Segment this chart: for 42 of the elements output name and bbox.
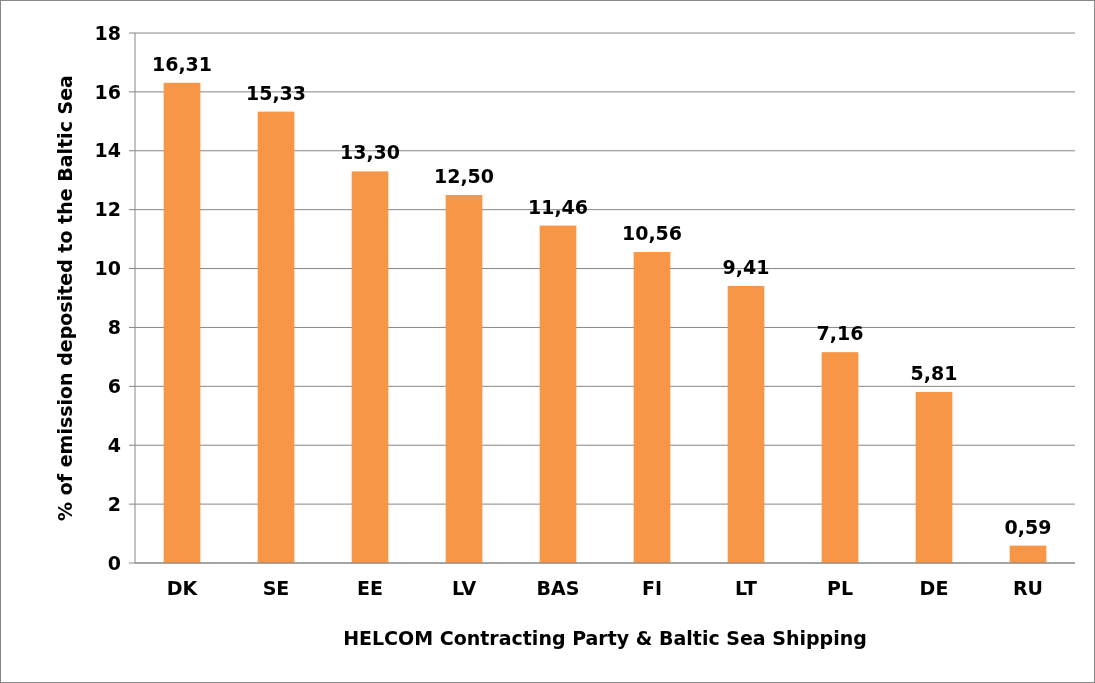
data-label: 10,56	[621, 222, 683, 245]
x-tick-label: RU	[1012, 577, 1044, 599]
bar	[445, 194, 483, 563]
data-label: 12,50	[433, 164, 495, 187]
y-tick-label: 6	[107, 374, 121, 397]
bar	[821, 352, 859, 563]
y-tick-label: 10	[94, 257, 121, 280]
data-label: 5,81	[910, 361, 958, 384]
x-tick-label: SE	[262, 577, 290, 599]
y-tick-label: 12	[94, 198, 121, 221]
x-axis-title: HELCOM Contracting Party & Baltic Sea Shipping	[343, 627, 867, 649]
y-tick-label: 14	[94, 139, 121, 162]
x-tick-label: LV	[451, 577, 477, 599]
x-tick-label: PL	[826, 577, 854, 599]
y-axis-title: % of emission deposited to the Baltic Sea	[54, 75, 76, 521]
y-tick-label: 0	[107, 551, 121, 574]
data-label: 13,30	[339, 141, 401, 164]
x-tick-label: EE	[357, 577, 383, 599]
data-label: 15,33	[245, 81, 307, 104]
bar	[727, 285, 765, 563]
y-tick-label: 16	[94, 80, 121, 103]
y-tick-label: 4	[107, 433, 121, 456]
bar	[163, 82, 201, 563]
x-tick-label: DK	[166, 577, 199, 599]
data-label: 9,41	[722, 255, 770, 278]
y-tick-label: 18	[94, 21, 121, 44]
data-label: 0,59	[1004, 515, 1052, 538]
bar	[257, 111, 295, 563]
bar	[351, 171, 389, 563]
data-label: 16,31	[151, 52, 213, 75]
bar	[915, 391, 953, 563]
y-tick-label: 2	[107, 492, 121, 515]
bar	[1009, 545, 1047, 563]
data-label: 7,16	[816, 322, 864, 345]
bar	[633, 252, 671, 563]
x-tick-label: FI	[641, 577, 663, 599]
y-tick-label: 8	[107, 316, 121, 339]
x-tick-label: DE	[919, 577, 949, 599]
data-label: 11,46	[527, 195, 589, 218]
x-tick-label: BAS	[536, 577, 580, 599]
x-tick-label: LT	[735, 577, 757, 599]
bar	[539, 225, 577, 563]
